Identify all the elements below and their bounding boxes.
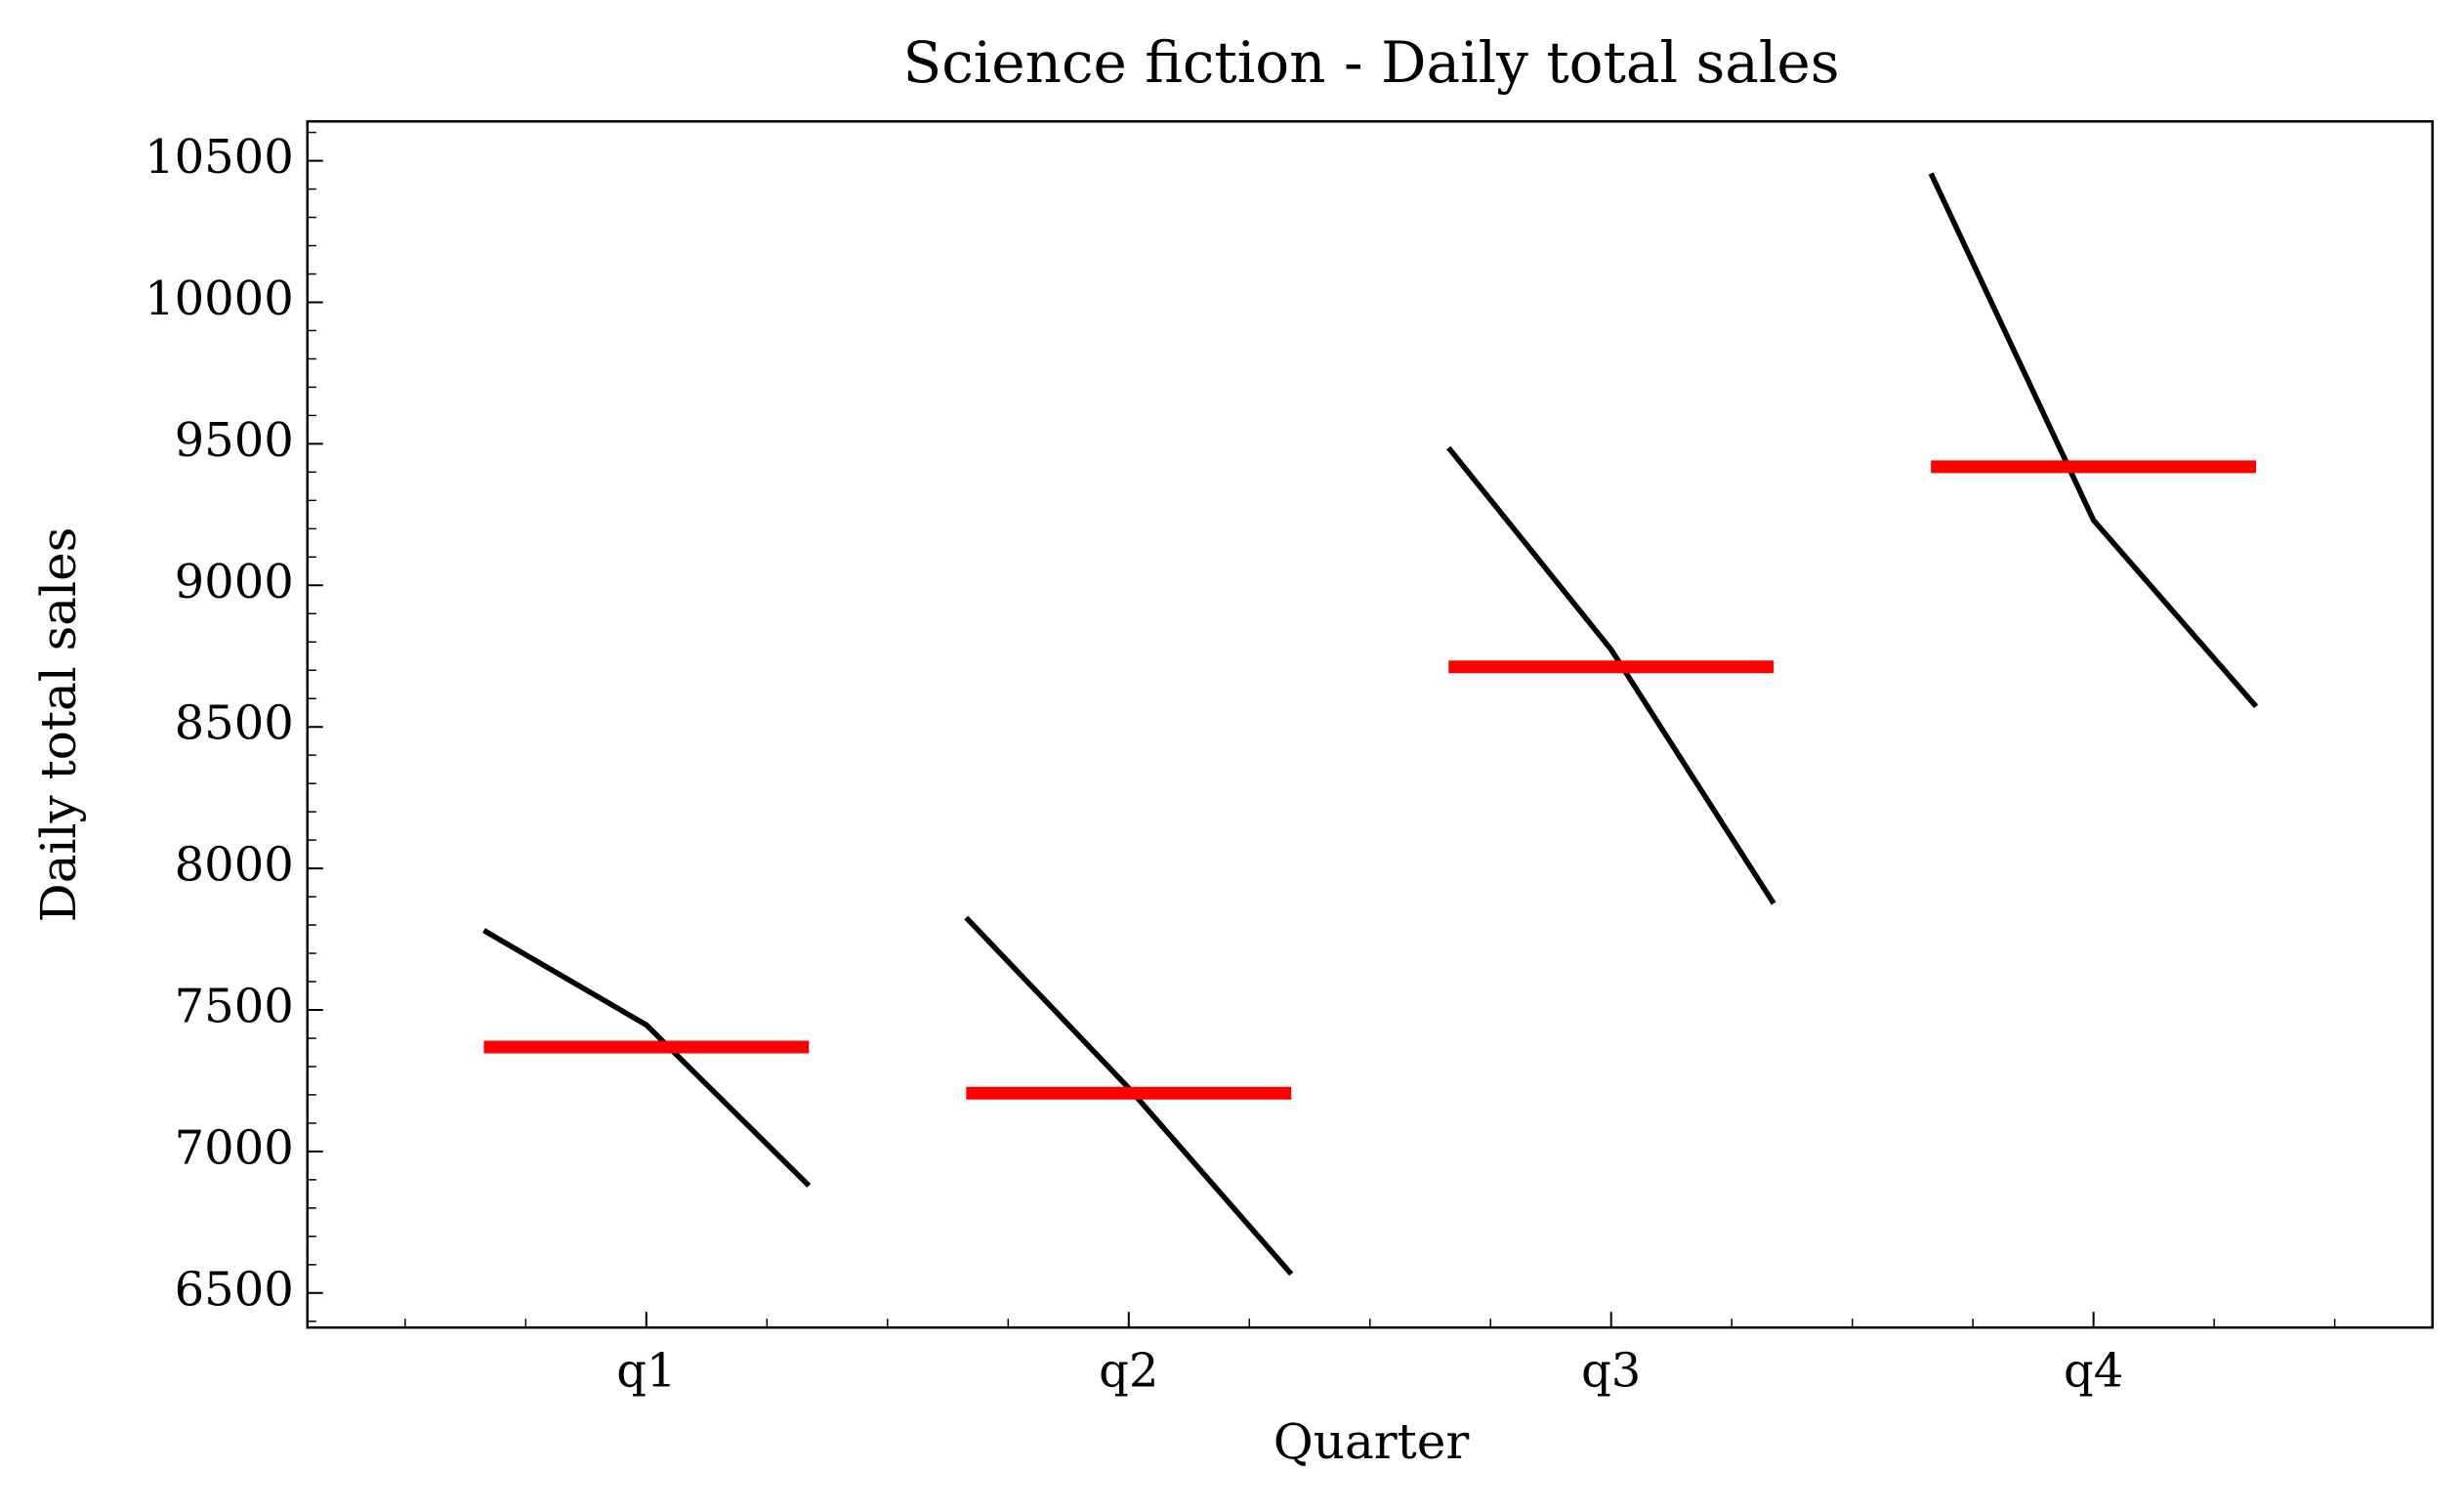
chart-title: Science fiction - Daily total sales [903, 29, 1840, 96]
y-tick-label: 9500 [175, 413, 294, 468]
y-tick-label: 7500 [175, 979, 294, 1033]
y-tick-label: 8000 [175, 838, 294, 893]
y-tick-label: 7000 [175, 1120, 294, 1175]
subseries-line [481, 928, 812, 1188]
x-axis-label: Quarter [1274, 1413, 1470, 1470]
y-tick-label: 8500 [175, 696, 294, 751]
x-tick-label: q4 [2064, 1344, 2123, 1399]
subseries-line [1928, 172, 2259, 709]
y-tick-label: 6500 [175, 1262, 294, 1317]
plot-frame [306, 120, 2434, 1329]
y-tick-label: 10000 [145, 272, 294, 326]
y-tick-label: 9000 [175, 555, 294, 609]
subseries-line [1446, 445, 1776, 905]
x-tick-label: q3 [1581, 1344, 1641, 1399]
x-tick-label: q2 [1099, 1344, 1158, 1399]
x-tick-label: q1 [616, 1344, 676, 1399]
y-axis-label: Daily total sales [30, 527, 87, 923]
y-tick-label: 10500 [145, 130, 294, 185]
